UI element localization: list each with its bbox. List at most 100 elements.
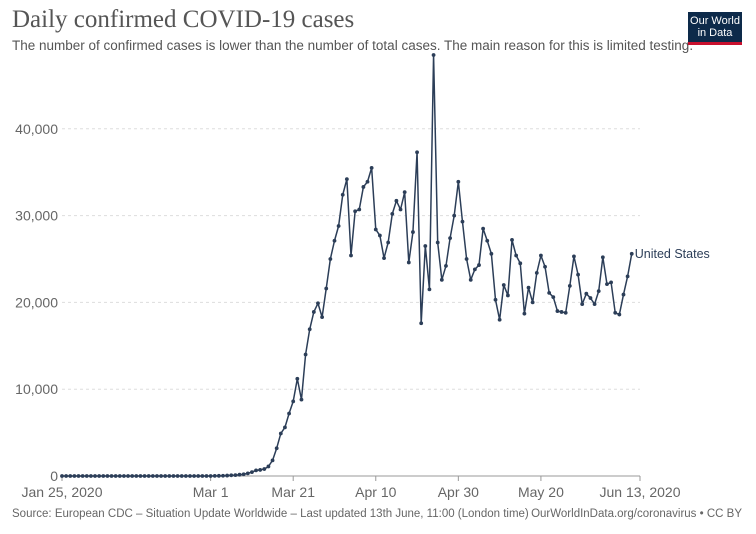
data-point [142, 474, 147, 478]
data-point [378, 233, 382, 238]
data-point [291, 399, 296, 404]
data-point [311, 310, 316, 314]
data-point [530, 300, 535, 305]
data-point [555, 309, 560, 313]
data-point [126, 474, 130, 478]
data-point [171, 474, 176, 478]
data-point [369, 165, 374, 170]
data-point [188, 474, 192, 478]
data-point [167, 474, 172, 478]
data-point [423, 244, 428, 248]
data-point [159, 474, 163, 478]
data-point [448, 236, 452, 241]
x-tick-label: Apr 10 [355, 484, 396, 500]
data-point [365, 179, 370, 184]
data-point [439, 277, 444, 282]
data-point [208, 474, 213, 478]
data-point [489, 251, 494, 256]
data-point [225, 473, 230, 478]
y-tick-label: 40,000 [15, 121, 58, 137]
data-point [493, 297, 498, 302]
data-point [134, 474, 139, 478]
data-point [613, 310, 618, 315]
data-point [390, 211, 395, 216]
x-tick-label: Jan 25, 2020 [22, 484, 103, 500]
data-point [435, 240, 440, 245]
data-point [431, 53, 436, 57]
data-point [501, 283, 506, 287]
data-point [394, 198, 399, 203]
data-point [245, 471, 250, 476]
data-point [117, 474, 122, 478]
data-point [76, 474, 81, 478]
y-tick-label: 20,000 [15, 294, 58, 310]
data-point [419, 321, 424, 326]
grid-layer [62, 128, 640, 390]
owid-logo[interactable]: Our World in Data [688, 12, 742, 45]
data-point [150, 474, 155, 478]
data-point [97, 474, 102, 478]
data-point [398, 207, 403, 212]
data-point [146, 474, 151, 478]
data-point [84, 474, 89, 478]
data-point [584, 291, 589, 296]
owid-link[interactable]: OurWorldInData.org/coronavirus • CC BY [531, 508, 742, 520]
data-point [89, 474, 93, 478]
data-point [588, 296, 593, 300]
data-point [605, 282, 609, 287]
data-point [567, 284, 572, 288]
data-point [212, 474, 217, 478]
data-point [427, 287, 432, 292]
data-point [344, 177, 349, 182]
data-point [324, 286, 329, 291]
x-tick-label: Jun 13, 2020 [600, 484, 681, 500]
data-point [373, 227, 378, 232]
data-point [258, 468, 263, 472]
data-point [328, 257, 333, 261]
data-point [155, 474, 159, 478]
data-point [452, 213, 457, 218]
data-point [621, 292, 626, 297]
data-point [307, 327, 312, 332]
data-point [105, 474, 110, 478]
data-point [72, 474, 77, 478]
x-tick-label: Mar 21 [271, 484, 315, 500]
data-point [580, 302, 585, 307]
y-tick-label: 10,000 [15, 381, 58, 397]
data-point [402, 190, 407, 195]
data-point [254, 468, 258, 473]
data-point [60, 474, 64, 478]
data-point [382, 256, 386, 261]
data-point [518, 261, 523, 266]
data-point [237, 472, 242, 477]
data-point [336, 224, 341, 228]
data-point [497, 317, 502, 322]
x-axis: Jan 25, 2020 Mar 1 Mar 21 Apr 10 Apr 30 May 2… [22, 475, 681, 500]
data-point [270, 458, 275, 463]
data-point [113, 474, 118, 478]
data-point [175, 474, 180, 478]
chart-title: Daily confirmed COVID-19 cases [12, 6, 355, 33]
data-point [332, 238, 337, 243]
data-point [221, 473, 225, 478]
data-point [122, 474, 126, 478]
data-point [138, 474, 143, 478]
data-point [386, 240, 391, 245]
data-point [534, 270, 539, 275]
data-point [505, 293, 510, 298]
data-point [179, 474, 184, 478]
data-point [299, 397, 304, 402]
x-tick-label: May 20 [518, 484, 564, 500]
data-point [80, 474, 85, 478]
data-point [514, 253, 519, 258]
series-label: United States [635, 247, 710, 261]
data-point [262, 467, 267, 471]
data-point [266, 464, 271, 469]
data-point [539, 253, 543, 258]
data-point [283, 425, 287, 430]
data-point [233, 473, 238, 478]
data-point [361, 185, 366, 189]
data-point [200, 474, 205, 478]
data-point [130, 474, 135, 478]
data-point [629, 251, 634, 256]
